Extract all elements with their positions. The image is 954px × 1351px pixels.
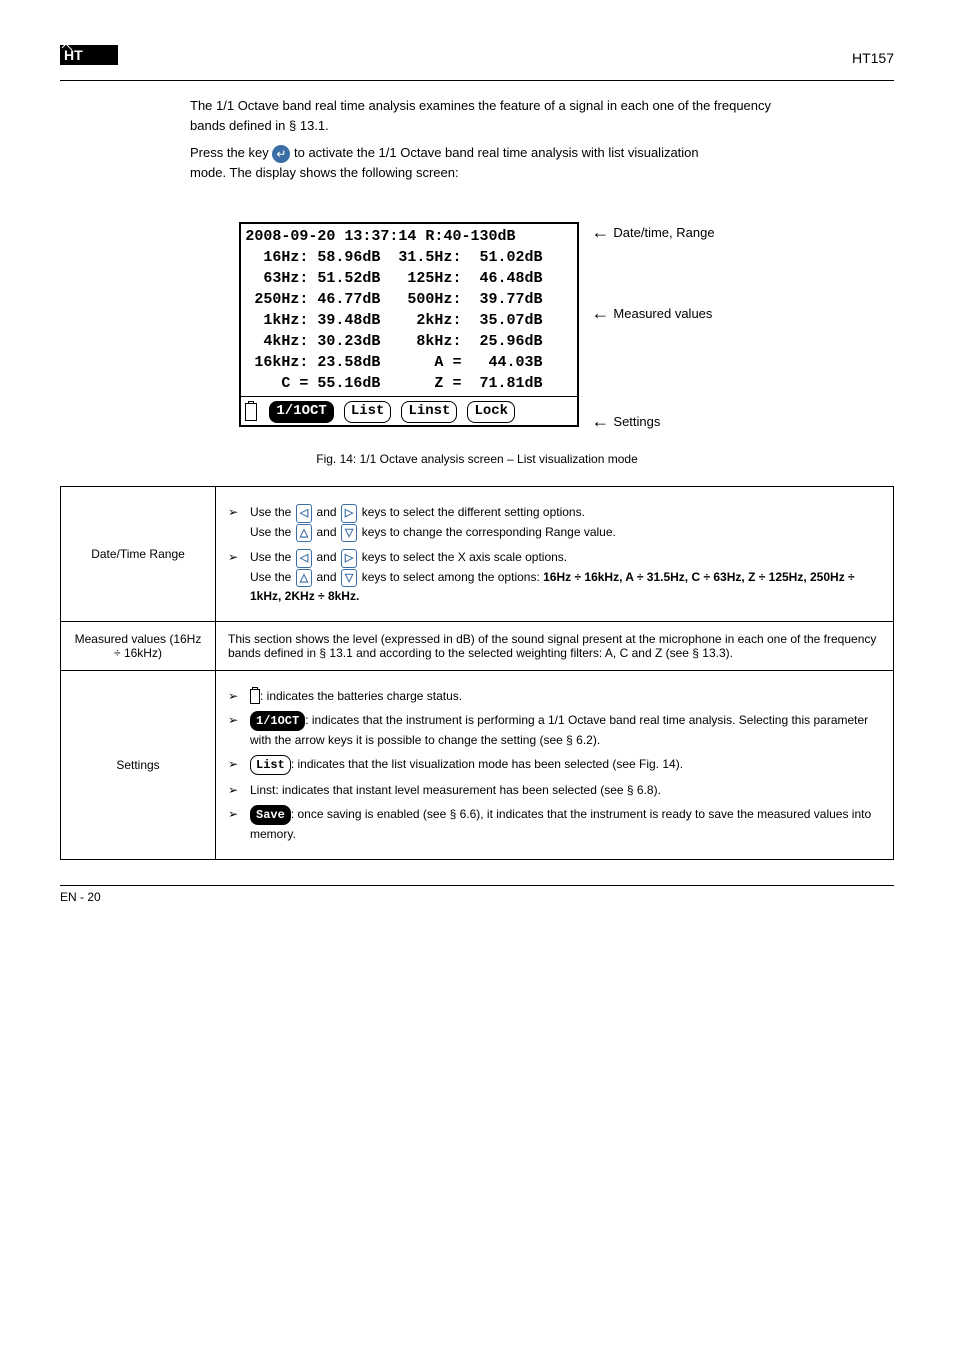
intro-line1: The 1/1 Octave band real time analysis e…	[190, 96, 810, 135]
page-footer: EN - 20	[60, 885, 894, 904]
txt: keys to select among the options:	[362, 570, 543, 584]
right-arrow-icon: ▷	[341, 504, 357, 523]
txt: : indicates that the instrument is perfo…	[250, 713, 868, 747]
lcd-screenshot: 2008-09-20 13:37:14 R:40-130dB 16Hz: 58.…	[239, 222, 579, 427]
tag-save: Save	[250, 805, 291, 825]
lcd-bottom-bar: 1/1OCT List Linst Lock	[245, 399, 573, 423]
tag-1-1oct: 1/1OCT	[250, 711, 305, 731]
txt: keys to change the corresponding Range v…	[362, 525, 616, 539]
svg-text:HT: HT	[64, 47, 83, 63]
lcd-tag-1-1oct: 1/1OCT	[269, 401, 333, 423]
lcd-data-row: 1kHz: 39.48dB 2kHz: 35.07dB	[245, 310, 573, 331]
down-arrow-icon: ▽	[341, 569, 357, 588]
lcd-data-row: 250Hz: 46.77dB 500Hz: 39.77dB	[245, 289, 573, 310]
enter-key-icon: ↵	[272, 145, 290, 163]
lcd-tag-list: List	[344, 401, 392, 423]
lcd-data-row: 63Hz: 51.52dB 125Hz: 46.48dB	[245, 268, 573, 289]
arrow-left-icon: ←	[591, 303, 609, 324]
annot-mid: Measured values	[613, 306, 712, 321]
txt: keys to select the X axis scale options.	[362, 550, 567, 564]
row3-label: Settings	[61, 671, 216, 860]
annot-bot: Settings	[613, 414, 660, 429]
txt: Use the	[250, 570, 295, 584]
battery-icon	[250, 689, 260, 704]
arrow-left-icon: ←	[591, 411, 609, 432]
intro-line2-a: Press the key	[190, 145, 272, 160]
txt: Use the	[250, 525, 295, 539]
up-arrow-icon: △	[296, 569, 312, 588]
up-arrow-icon: △	[296, 524, 312, 543]
lcd-data-row: 4kHz: 30.23dB 8kHz: 25.96dB	[245, 331, 573, 352]
txt: and	[317, 505, 340, 519]
down-arrow-icon: ▽	[341, 524, 357, 543]
lcd-tag-lock: Lock	[467, 401, 515, 423]
intro-line2-b: to activate the 1/1 Octave band real tim…	[294, 145, 699, 160]
annot-top: Date/time, Range	[613, 225, 714, 240]
intro-line2-c: mode. The display shows the following sc…	[190, 163, 810, 183]
right-arrow-icon: ▷	[341, 549, 357, 568]
txt: : indicates the batteries charge status.	[260, 689, 462, 703]
txt: keys to select the different setting opt…	[362, 505, 585, 519]
lcd-data-row: 16kHz: 23.58dB A = 44.03B	[245, 352, 573, 373]
row1-content: ➢ Use the ◁ and ▷ keys to select the dif…	[216, 487, 894, 622]
row2-content: This section shows the level (expressed …	[216, 622, 894, 671]
footer-left: EN - 20	[60, 890, 101, 904]
figure-caption: Fig. 14: 1/1 Octave analysis screen – Li…	[60, 452, 894, 466]
description-table: Date/Time Range ➢ Use the ◁ and ▷ keys t…	[60, 486, 894, 860]
lcd-data-row: C = 55.16dB Z = 71.81dB	[245, 373, 573, 394]
txt: Use the	[250, 550, 295, 564]
row1-label: Date/Time Range	[61, 487, 216, 622]
left-arrow-icon: ◁	[296, 504, 312, 523]
row2-label: Measured values (16Hz ÷ 16kHz)	[61, 622, 216, 671]
txt: Use the	[250, 505, 295, 519]
lcd-annotations: ← Date/time, Range ← Measured values ← S…	[591, 222, 714, 432]
lcd-tag-linst: Linst	[401, 401, 457, 423]
row3-content: ➢: indicates the batteries charge status…	[216, 671, 894, 860]
model-label: HT157	[852, 50, 894, 66]
lcd-header-row: 2008-09-20 13:37:14 R:40-130dB	[245, 226, 573, 247]
lcd-data-row: 16Hz: 58.96dB 31.5Hz: 51.02dB	[245, 247, 573, 268]
txt: Linst: indicates that instant level meas…	[250, 783, 661, 797]
txt: : indicates that the list visualization …	[291, 757, 683, 771]
intro-paragraph: The 1/1 Octave band real time analysis e…	[190, 96, 810, 182]
left-arrow-icon: ◁	[296, 549, 312, 568]
brand-logo: HT	[60, 40, 120, 75]
header-bar: HT HT157	[60, 40, 894, 81]
txt: : once saving is enabled (see § 6.6), it…	[250, 807, 871, 841]
battery-icon	[245, 403, 257, 421]
tag-list: List	[250, 755, 291, 775]
arrow-left-icon: ←	[591, 222, 609, 243]
